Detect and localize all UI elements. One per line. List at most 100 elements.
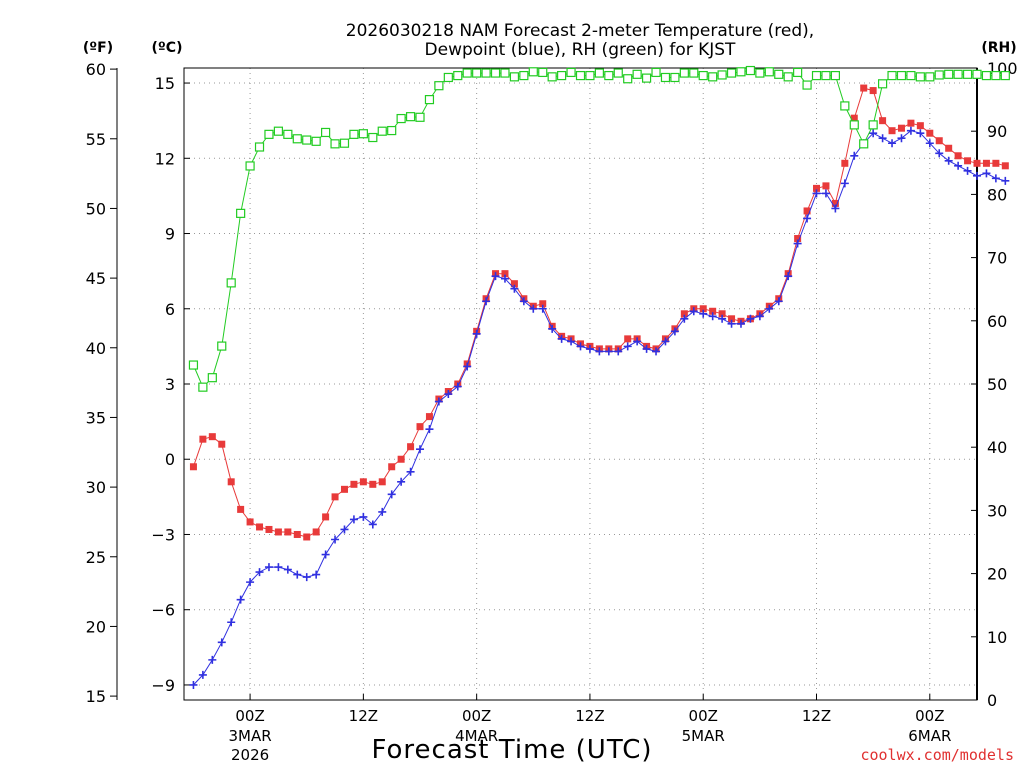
- dewpoint-point: [831, 204, 840, 213]
- dewpoint-series: [189, 126, 1010, 689]
- temperature-point: [237, 505, 245, 513]
- rh-point: [802, 80, 812, 90]
- fahrenheit-tick-label: 50: [86, 199, 106, 218]
- rh-point: [434, 81, 444, 91]
- rh-point: [793, 67, 803, 78]
- rh-point: [660, 72, 671, 83]
- rh-point: [934, 70, 944, 80]
- rh-point: [585, 70, 595, 81]
- rh-point: [528, 67, 538, 77]
- dewpoint-point: [472, 329, 481, 338]
- temperature-point: [378, 478, 386, 486]
- rh-point: [849, 120, 859, 130]
- time-tick-label: 00Z: [235, 707, 264, 725]
- temperature-point: [350, 480, 358, 488]
- rh-point: [396, 113, 406, 124]
- time-tick-label: 12Z: [575, 707, 604, 725]
- dewpoint-point: [236, 595, 245, 604]
- dewpoint-point: [840, 179, 849, 188]
- temperature-point: [218, 440, 226, 448]
- axis-ticks: −9 −6 −3 0 3 6 9 12 15 15 20 25 30 35 40 45 50 55 60 0 10 20 3…: [86, 59, 1018, 764]
- temperature-point: [388, 463, 396, 471]
- dewpoint-point: [793, 239, 802, 248]
- temperature-point: [416, 423, 424, 431]
- x-axis-title: Forecast Time (UTC): [371, 735, 652, 765]
- rh-point: [226, 278, 236, 288]
- dewpoint-point: [368, 520, 377, 529]
- rh-point: [859, 139, 869, 149]
- temperature-point: [926, 129, 934, 137]
- temperature-point: [831, 199, 839, 207]
- temperature-point: [709, 307, 717, 315]
- rh-point: [519, 70, 529, 81]
- rh-point: [906, 70, 916, 81]
- dewpoint-point: [973, 171, 981, 180]
- rh-point: [198, 382, 208, 392]
- dewpoint-point: [331, 535, 340, 544]
- temperature-point: [897, 124, 905, 132]
- rh-tick-label: 60: [987, 312, 1007, 331]
- celsius-tick-label: −3: [151, 525, 175, 544]
- rh-point: [896, 70, 907, 81]
- temperature-point: [425, 413, 433, 421]
- dewpoint-point: [689, 307, 698, 316]
- dewpoint-point: [633, 337, 642, 346]
- rh-point: [490, 68, 501, 78]
- celsius-tick-label: −6: [151, 601, 175, 620]
- temperature-point: [803, 207, 811, 215]
- rh-point: [991, 70, 1001, 81]
- rh-point: [339, 138, 350, 148]
- dewpoint-point: [916, 129, 925, 138]
- date-tick-label: 5MAR: [682, 727, 725, 745]
- rh-point: [443, 72, 453, 83]
- dewpoint-point: [548, 324, 557, 333]
- temperature-point: [822, 182, 830, 190]
- rh-point: [726, 68, 737, 78]
- temperature-point: [256, 523, 264, 531]
- temperature-point: [303, 533, 311, 541]
- rh-point: [840, 101, 850, 111]
- date-tick-label: 6MAR: [908, 727, 951, 745]
- temperature-point: [227, 478, 235, 486]
- fahrenheit-tick-label: 35: [86, 408, 106, 427]
- temperature-point: [945, 144, 953, 152]
- temperature-point: [879, 117, 887, 125]
- rh-point: [358, 129, 368, 139]
- dewpoint-point: [718, 314, 727, 323]
- dewpoint-point: [387, 490, 396, 499]
- rh-point: [302, 135, 312, 145]
- dewpoint-point: [434, 397, 443, 406]
- dewpoint-point: [604, 347, 613, 356]
- rh-point: [321, 127, 331, 138]
- celsius-axis-label: (ºC): [152, 40, 183, 56]
- dewpoint-point: [444, 390, 453, 399]
- rh-point: [821, 70, 831, 81]
- date-tick-label: 4MAR: [455, 727, 498, 745]
- rh-point: [736, 67, 746, 77]
- time-tick-label: 00Z: [462, 707, 491, 725]
- dewpoint-point: [519, 297, 528, 306]
- dewpoint-point: [312, 570, 321, 579]
- rh-tick-label: 10: [987, 628, 1007, 647]
- dewpoint-point: [283, 565, 292, 574]
- rh-tick-label: 40: [987, 438, 1007, 457]
- temperature-point: [728, 315, 736, 323]
- dewpoint-point: [208, 655, 217, 664]
- dewpoint-point: [538, 304, 547, 313]
- fahrenheit-tick-label: 60: [86, 60, 106, 79]
- dewpoint-point: [812, 189, 821, 198]
- celsius-tick-label: 3: [165, 375, 175, 394]
- rh-point: [755, 68, 765, 78]
- rh-point: [981, 70, 992, 81]
- dewpoint-point: [727, 319, 736, 328]
- rh-point: [745, 65, 756, 76]
- dewpoint-point: [784, 272, 793, 281]
- rh-point: [925, 72, 935, 82]
- rh-point: [868, 120, 878, 130]
- temperature-point: [982, 159, 990, 167]
- dewpoint-point: [293, 570, 302, 579]
- dewpoint-point: [850, 151, 859, 160]
- dewpoint-point: [869, 129, 878, 138]
- temperature-point: [510, 280, 518, 288]
